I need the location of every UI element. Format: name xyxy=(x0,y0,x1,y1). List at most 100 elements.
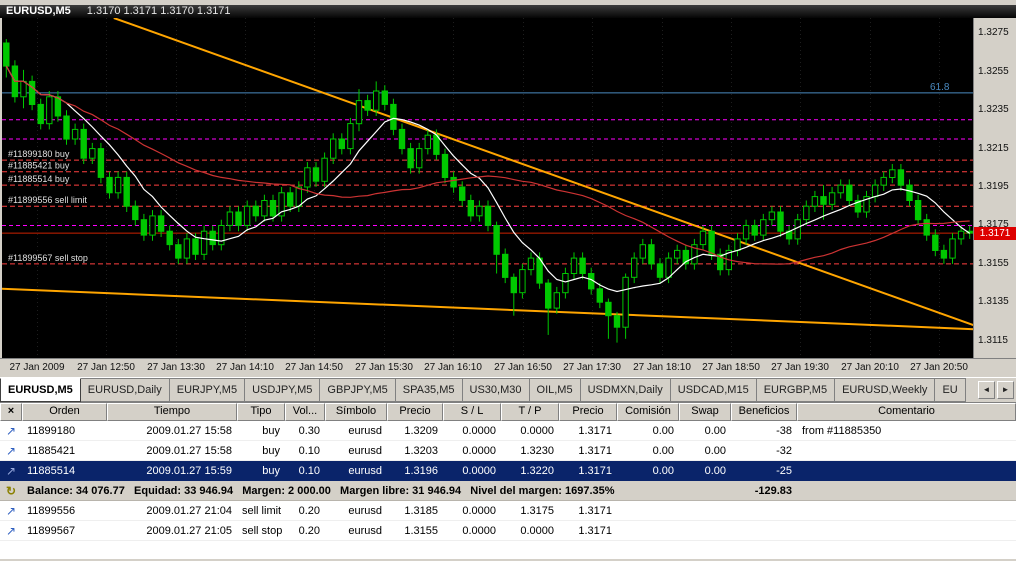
terminal-close-button[interactable]: × xyxy=(0,403,22,421)
column-header-orden[interactable]: Orden xyxy=(22,403,107,421)
cell-tp: 1.3230 xyxy=(501,441,559,461)
chart-tab-usdcad-m15[interactable]: USDCAD,M15 xyxy=(670,378,757,402)
cell-tiempo: 2009.01.27 15:58 xyxy=(107,441,237,461)
chart-tab-usdjpy-m5[interactable]: USDJPY,M5 xyxy=(245,378,321,402)
terminal-header-row: × Orden Tiempo Tipo Vol... Símbolo Precio S / L… xyxy=(0,403,1016,421)
price-chart[interactable]: 61.8 #11899180 buy #11885421 buy #11885514 … xyxy=(2,18,974,358)
column-header-simbolo[interactable]: Símbolo xyxy=(325,403,387,421)
cell-precio-actual: 1.3171 xyxy=(559,501,617,521)
cell-orden: 11899556 xyxy=(22,501,107,521)
chart-tab-usdmxn-daily[interactable]: USDMXN,Daily xyxy=(580,378,671,402)
cell-simbolo: eurusd xyxy=(325,441,387,461)
column-header-beneficios[interactable]: Beneficios xyxy=(731,403,797,421)
cell-sl: 0.0000 xyxy=(443,421,501,441)
cell-sl: 0.0000 xyxy=(443,521,501,541)
cell-beneficios: -32 xyxy=(731,441,797,461)
column-header-tp[interactable]: T / P xyxy=(501,403,559,421)
tab-scroll-buttons: ◄ ► xyxy=(976,378,1016,402)
cell-sl: 0.0000 xyxy=(443,461,501,481)
tabs-scroll-right-button[interactable]: ► xyxy=(997,381,1014,399)
column-header-tipo[interactable]: Tipo xyxy=(237,403,285,421)
cell-orden: 11885421 xyxy=(22,441,107,461)
cell-precio-actual: 1.3171 xyxy=(559,521,617,541)
chart-tab-oil-m5[interactable]: OIL,M5 xyxy=(529,378,581,402)
column-header-sl[interactable]: S / L xyxy=(443,403,501,421)
cell-vol: 0.20 xyxy=(285,501,325,521)
order-row-11885421[interactable]: ↗ 11885421 2009.01.27 15:58 buy 0.10 eurusd 1.… xyxy=(0,441,1016,461)
cell-precio: 1.3155 xyxy=(387,521,443,541)
trade-arrow-icon: ↗ xyxy=(0,461,22,481)
trade-arrow-icon: ↗ xyxy=(0,421,22,441)
balance-summary: Balance: 34 076.77 Equidad: 33 946.94 Ma… xyxy=(22,481,731,501)
cell-swap: 0.00 xyxy=(679,461,731,481)
column-header-precio-actual[interactable]: Precio xyxy=(559,403,617,421)
chart-tab-eurjpy-m5[interactable]: EURJPY,M5 xyxy=(169,378,246,402)
svg-text:#11885421 buy: #11885421 buy xyxy=(8,161,70,171)
cell-vol: 0.10 xyxy=(285,461,325,481)
cell-swap: 0.00 xyxy=(679,441,731,461)
balance-profit: -129.83 xyxy=(731,481,797,501)
cell-tipo: sell stop xyxy=(237,521,285,541)
trendlines[interactable] xyxy=(2,18,974,331)
cell-tipo: buy xyxy=(237,461,285,481)
order-row-11885514[interactable]: ↗ 11885514 2009.01.27 15:59 buy 0.10 eurusd 1.… xyxy=(0,461,1016,481)
time-tick: 27 Jan 16:50 xyxy=(494,362,552,373)
chart-tab-eu[interactable]: EU xyxy=(935,378,966,402)
column-header-comision[interactable]: Comisión xyxy=(617,403,679,421)
cell-vol: 0.20 xyxy=(285,521,325,541)
time-tick: 27 Jan 18:10 xyxy=(633,362,691,373)
candlesticks xyxy=(3,39,973,343)
cell-beneficios: -38 xyxy=(731,421,797,441)
chart-window: 61.8 #11899180 buy #11885421 buy #11885514 … xyxy=(0,18,1016,358)
cell-comision: 0.00 xyxy=(617,441,679,461)
cell-comentario xyxy=(797,461,1016,481)
chart-tab-eurusd-m5[interactable]: EURUSD,M5 xyxy=(0,378,81,402)
order-row-11899567[interactable]: ↗ 11899567 2009.01.27 21:05 sell stop 0.20 eu… xyxy=(0,521,1016,541)
time-tick: 27 Jan 12:50 xyxy=(77,362,135,373)
chart-symbol-period: EURUSD,M5 xyxy=(6,5,71,17)
time-tick: 27 Jan 13:30 xyxy=(147,362,205,373)
cell-swap xyxy=(679,521,731,541)
chart-tab-eurgbp-m5[interactable]: EURGBP,M5 xyxy=(756,378,836,402)
time-tick: 27 Jan 15:30 xyxy=(355,362,413,373)
cell-comentario: from #11885350 xyxy=(797,421,1016,441)
column-header-precio[interactable]: Precio xyxy=(387,403,443,421)
chart-tab-bar: EURUSD,M5 EURUSD,Daily EURJPY,M5 USDJPY,M5 G… xyxy=(0,377,1016,402)
chart-tab-spa35-m5[interactable]: SPA35,M5 xyxy=(395,378,463,402)
cell-precio-actual: 1.3171 xyxy=(559,441,617,461)
cell-tp: 0.0000 xyxy=(501,521,559,541)
price-tick: 1.3115 xyxy=(978,335,1008,346)
current-price-tag: 1.3171 xyxy=(974,227,1016,240)
cell-orden: 11885514 xyxy=(22,461,107,481)
chart-tab-us30-m30[interactable]: US30,M30 xyxy=(462,378,530,402)
cell-beneficios xyxy=(731,501,797,521)
terminal-rows: ↗ 11899180 2009.01.27 15:58 buy 0.30 eurusd 1.… xyxy=(0,421,1016,541)
chart-tab-eurusd-weekly[interactable]: EURUSD,Weekly xyxy=(835,378,936,402)
cell-swap xyxy=(679,501,731,521)
column-header-tiempo[interactable]: Tiempo xyxy=(107,403,237,421)
chart-tab-gbpjpy-m5[interactable]: GBPJPY,M5 xyxy=(320,378,396,402)
cell-comision: 0.00 xyxy=(617,421,679,441)
grid-lines xyxy=(37,18,940,358)
column-header-vol[interactable]: Vol... xyxy=(285,403,325,421)
balance-row[interactable]: ↻ Balance: 34 076.77 Equidad: 33 946.94 M… xyxy=(0,481,1016,501)
chart-tab-eurusd-daily[interactable]: EURUSD,Daily xyxy=(80,378,170,402)
tabs-scroll-left-button[interactable]: ◄ xyxy=(978,381,995,399)
cell-simbolo: eurusd xyxy=(325,521,387,541)
balance-comment-empty xyxy=(797,481,1016,501)
cell-tipo: sell limit xyxy=(237,501,285,521)
cell-precio-actual: 1.3171 xyxy=(559,421,617,441)
order-row-11899556[interactable]: ↗ 11899556 2009.01.27 21:04 sell limit 0.20 e… xyxy=(0,501,1016,521)
column-header-swap[interactable]: Swap xyxy=(679,403,731,421)
order-row-11899180[interactable]: ↗ 11899180 2009.01.27 15:58 buy 0.30 eurusd 1.… xyxy=(0,421,1016,441)
trade-arrow-icon: ↗ xyxy=(0,501,22,521)
terminal-panel: × Orden Tiempo Tipo Vol... Símbolo Precio S / L… xyxy=(0,402,1016,559)
balance-icon: ↻ xyxy=(0,481,22,501)
time-tick: 27 Jan 16:10 xyxy=(424,362,482,373)
price-scale[interactable]: 1.3171 1.3275 1.3255 1.3235 1.3215 1.3195 1.3… xyxy=(973,18,1016,358)
cell-comision: 0.00 xyxy=(617,461,679,481)
column-header-comentario[interactable]: Comentario xyxy=(797,403,1016,421)
cell-tp: 0.0000 xyxy=(501,421,559,441)
time-scale[interactable]: 27 Jan 2009 27 Jan 12:50 27 Jan 13:30 27 Ja… xyxy=(0,358,1016,377)
chart-plot-area[interactable]: 61.8 #11899180 buy #11885421 buy #11885514 … xyxy=(2,18,974,358)
